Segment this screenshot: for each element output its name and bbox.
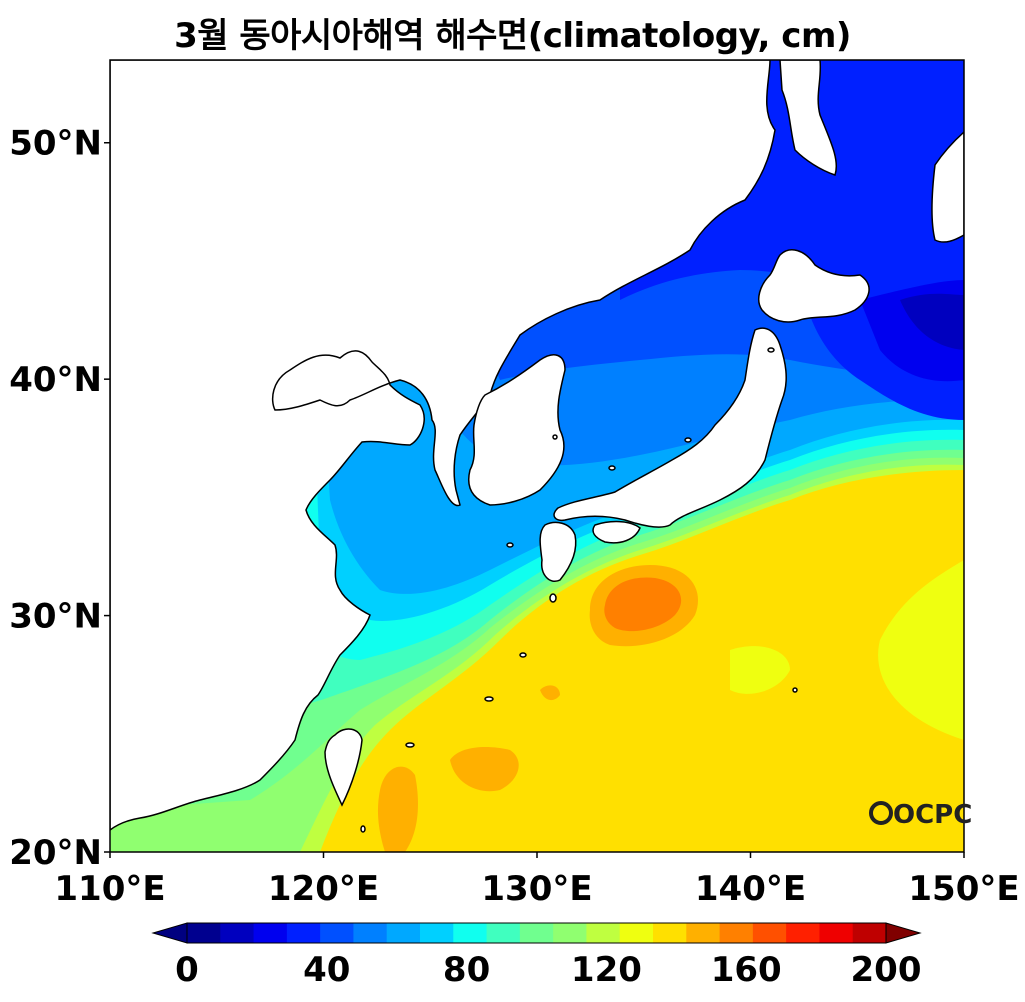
colorbar-tick-label: 40 xyxy=(303,950,350,990)
colorbar-swatch xyxy=(686,923,721,943)
chart-title: 3월 동아시아해역 해수면(climatology, cm) xyxy=(174,16,851,56)
colorbar: 0 40 80 120 160 200 xyxy=(151,922,922,990)
colorbar-swatch xyxy=(220,923,255,943)
colorbar-swatch xyxy=(852,923,887,943)
x-tick-label: 120°E xyxy=(268,869,379,909)
colorbar-swatch xyxy=(653,923,687,943)
colorbar-swatch xyxy=(786,923,820,943)
colorbar-swatch xyxy=(187,923,221,943)
colorbar-tick-label: 0 xyxy=(175,950,199,990)
y-axis: 20°N 30°N 40°N 50°N xyxy=(9,124,110,873)
y-tick-label: 40°N xyxy=(9,360,102,400)
colorbar-frame xyxy=(186,922,887,944)
colorbar-swatch xyxy=(286,923,321,943)
y-tick-label: 20°N xyxy=(9,833,102,873)
land-masses xyxy=(110,60,964,833)
colorbar-swatch xyxy=(553,923,587,943)
colorbar-swatch xyxy=(752,923,787,943)
colorbar-swatch xyxy=(586,923,621,943)
y-tick-label: 50°N xyxy=(9,124,102,164)
colorbar-swatch xyxy=(386,923,421,943)
colorbar-swatch xyxy=(253,923,288,943)
colorbar-tick-label: 120 xyxy=(571,950,642,990)
colorbar-under-arrow xyxy=(151,922,188,944)
colorbar-swatch xyxy=(619,923,654,943)
x-tick-label: 150°E xyxy=(908,869,1019,909)
colorbar-swatch xyxy=(320,923,354,943)
x-tick-label: 130°E xyxy=(481,869,592,909)
colorbar-swatch xyxy=(719,923,754,943)
colorbar-swatch xyxy=(819,923,854,943)
colorbar-over-arrow xyxy=(885,922,922,944)
ocpc-logo: OCPC xyxy=(869,800,972,830)
colorbar-tick-label: 200 xyxy=(851,950,922,990)
y-tick-label: 30°N xyxy=(9,597,102,637)
colorbar-swatch xyxy=(453,923,488,943)
x-tick-label: 110°E xyxy=(54,869,165,909)
colorbar-swatch xyxy=(519,923,554,943)
colorbar-swatch xyxy=(486,923,521,943)
x-tick-label: 140°E xyxy=(695,869,806,909)
colorbar-tick-label: 160 xyxy=(711,950,782,990)
colorbar-swatch xyxy=(353,923,388,943)
ocpc-logo-text: OCPC xyxy=(893,800,972,830)
colorbar-tick-label: 80 xyxy=(443,950,490,990)
colorbar-swatch xyxy=(420,923,454,943)
x-axis: 110°E 120°E 130°E 140°E 150°E xyxy=(54,852,1020,909)
